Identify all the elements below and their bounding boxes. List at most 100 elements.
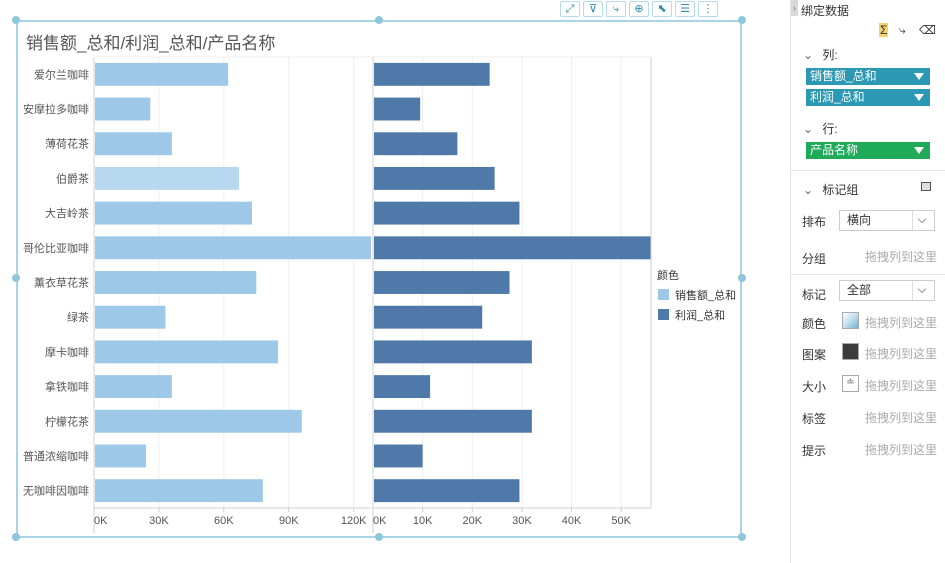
legend-label: 利润_总和 [675,308,725,322]
bar-profit [374,201,520,225]
x-tick-label: 30K [512,515,532,527]
bar-profit [374,236,651,260]
bar-profit [374,444,423,468]
caret-down-icon [914,147,924,154]
bar-profit [374,132,458,156]
collapse-panel-icon[interactable]: › [791,0,798,16]
bar-sales [95,132,172,156]
bar-profit [374,409,532,433]
pattern-swatch-icon[interactable] [842,343,859,360]
resize-handle-ml[interactable] [12,274,20,282]
x-tick-label: 30K [149,515,169,527]
marks-section[interactable]: ⌄ 标记组 [803,181,858,198]
category-label: 柠檬花茶 [45,414,89,428]
tip-drop-zone[interactable]: 拖拽列到这里 [865,443,938,457]
column-pill-profit[interactable]: 利润_总和 [806,89,930,106]
size-slider-icon[interactable]: ≐ [842,375,859,392]
resize-handle-tl[interactable] [12,16,20,24]
zoom-icon[interactable]: ⊕ [629,1,649,17]
x-tick-label: 20K [462,515,482,527]
category-label: 绿茶 [67,310,89,324]
size-drop-zone[interactable]: 拖拽列到这里 [865,379,938,393]
category-label: 伯爵茶 [56,171,89,185]
chart-toolbar: ⤢ ⊽ ⤷ ⊕ ⬉ ☰ ⋮ [560,1,718,17]
bar-sales [95,409,302,433]
bar-profit [374,97,421,121]
sum-icon[interactable]: Σ [879,23,889,37]
rows-label: 行: [822,122,838,136]
pattern-label: 图案 [802,348,827,362]
x-tick-label: 10K [413,515,433,527]
caret-down-icon [914,73,924,80]
bar-sales [95,166,239,190]
category-label: 薄荷花茶 [45,137,89,151]
chevron-down-icon: ⌄ [803,122,814,136]
mark-value: 全部 [847,283,872,297]
bar-profit [374,479,520,503]
legend-title: 颜色 [657,268,679,282]
bar-sales [95,236,371,260]
axis-swap-icon[interactable]: ⤷ [899,23,906,37]
category-label: 哥伦比亚咖啡 [23,241,89,255]
divider [791,274,945,275]
resize-handle-br[interactable] [738,533,746,541]
bar-sales [95,340,278,364]
chevron-down-icon [912,211,934,230]
color-label: 颜色 [802,317,827,331]
column-pill-label: 利润_总和 [810,90,865,104]
columns-section[interactable]: ⌄ 列: [803,46,838,63]
fullscreen-icon[interactable]: ⤢ [560,1,580,17]
column-pill-label: 销售额_总和 [810,69,877,83]
bar-profit [374,340,532,364]
group-label: 分组 [802,252,827,266]
tag-drop-zone[interactable]: 拖拽列到这里 [865,411,938,425]
category-label: 大吉岭茶 [45,206,89,220]
resize-handle-tm[interactable] [375,16,383,24]
size-label: 大小 [802,380,827,394]
color-swatch-icon[interactable] [842,312,859,329]
column-pill-sales[interactable]: 销售额_总和 [806,68,930,85]
chevron-down-icon: ⌄ [803,183,814,197]
resize-handle-tr[interactable] [738,16,746,24]
layout-value: 横向 [847,213,872,227]
category-label: 安摩拉多咖啡 [23,102,89,116]
bar-profit [374,305,483,329]
filter-icon[interactable]: ⊽ [583,1,603,17]
pattern-drop-zone[interactable]: 拖拽列到这里 [865,347,938,361]
bind-data-panel: › 绑定数据 Σ ⤷ ⌫ ⌄ 列: 销售额_总和 利润_总和 ⌄ 行: 产品名称… [790,0,945,563]
resize-handle-mr[interactable] [738,274,746,282]
x-tick-label: 90K [279,515,299,527]
marks-label: 标记组 [822,183,859,197]
x-tick-label: 120K [341,515,367,527]
legend-label: 销售额_总和 [675,288,736,302]
bar-sales [95,201,252,225]
mark-select[interactable]: 全部 [839,280,935,301]
category-label: 无咖啡因咖啡 [23,484,89,498]
select-icon[interactable]: ⬉ [652,1,672,17]
legend-swatch [658,289,669,300]
more-icon[interactable]: ⋮ [698,1,718,17]
tag-label: 标签 [802,412,827,426]
category-label: 普通浓缩咖啡 [23,449,89,463]
chevron-down-icon: ⌄ [803,48,814,62]
resize-handle-bm[interactable] [375,533,383,541]
color-drop-zone[interactable]: 拖拽列到这里 [865,316,938,330]
bar-sales [95,375,172,399]
eraser-icon[interactable]: ⌫ [919,23,936,37]
caret-down-icon [914,94,924,101]
bar-sales [95,305,166,329]
list-icon[interactable]: ☰ [675,1,695,17]
category-label: 拿铁咖啡 [45,380,89,394]
image-icon[interactable] [921,182,931,191]
drill-icon[interactable]: ⤷ [606,1,626,17]
resize-handle-bl[interactable] [12,533,20,541]
row-pill-product[interactable]: 产品名称 [806,142,930,159]
bar-sales [95,271,257,294]
group-drop-zone[interactable]: 拖拽列到这里 [865,250,938,264]
rows-section[interactable]: ⌄ 行: [803,120,838,137]
x-tick-label: 0K [94,515,108,527]
bar-profit [374,271,510,294]
layout-select[interactable]: 横向 [839,210,935,231]
columns-label: 列: [822,48,838,62]
category-label: 爱尔兰咖啡 [34,67,89,81]
